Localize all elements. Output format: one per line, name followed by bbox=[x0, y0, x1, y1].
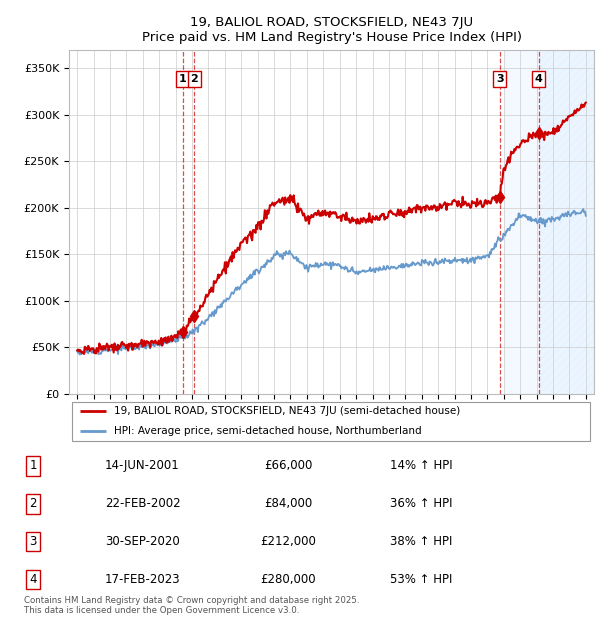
Text: 2: 2 bbox=[29, 497, 37, 510]
Text: 19, BALIOL ROAD, STOCKSFIELD, NE43 7JU (semi-detached house): 19, BALIOL ROAD, STOCKSFIELD, NE43 7JU (… bbox=[113, 406, 460, 416]
Text: 53% ↑ HPI: 53% ↑ HPI bbox=[390, 573, 452, 586]
Text: 1: 1 bbox=[29, 459, 37, 472]
Text: £212,000: £212,000 bbox=[260, 535, 316, 548]
Text: 30-SEP-2020: 30-SEP-2020 bbox=[105, 535, 180, 548]
Text: 3: 3 bbox=[496, 74, 503, 84]
Bar bbox=[539, 50, 594, 394]
Text: 14% ↑ HPI: 14% ↑ HPI bbox=[390, 459, 452, 472]
Text: 14-JUN-2001: 14-JUN-2001 bbox=[105, 459, 180, 472]
Text: £84,000: £84,000 bbox=[264, 497, 312, 510]
Text: Contains HM Land Registry data © Crown copyright and database right 2025.
This d: Contains HM Land Registry data © Crown c… bbox=[24, 596, 359, 615]
FancyBboxPatch shape bbox=[71, 402, 590, 441]
Text: 36% ↑ HPI: 36% ↑ HPI bbox=[390, 497, 452, 510]
Title: 19, BALIOL ROAD, STOCKSFIELD, NE43 7JU
Price paid vs. HM Land Registry's House P: 19, BALIOL ROAD, STOCKSFIELD, NE43 7JU P… bbox=[142, 16, 521, 44]
Text: 3: 3 bbox=[29, 535, 37, 548]
Text: 17-FEB-2023: 17-FEB-2023 bbox=[105, 573, 181, 586]
Text: 22-FEB-2002: 22-FEB-2002 bbox=[105, 497, 181, 510]
Text: £66,000: £66,000 bbox=[264, 459, 312, 472]
Text: 1: 1 bbox=[179, 74, 187, 84]
Bar bbox=[504, 50, 594, 394]
Text: 2: 2 bbox=[190, 74, 198, 84]
Text: £280,000: £280,000 bbox=[260, 573, 316, 586]
Text: 4: 4 bbox=[535, 74, 542, 84]
Text: 38% ↑ HPI: 38% ↑ HPI bbox=[390, 535, 452, 548]
Text: 4: 4 bbox=[29, 573, 37, 586]
Text: HPI: Average price, semi-detached house, Northumberland: HPI: Average price, semi-detached house,… bbox=[113, 426, 421, 436]
